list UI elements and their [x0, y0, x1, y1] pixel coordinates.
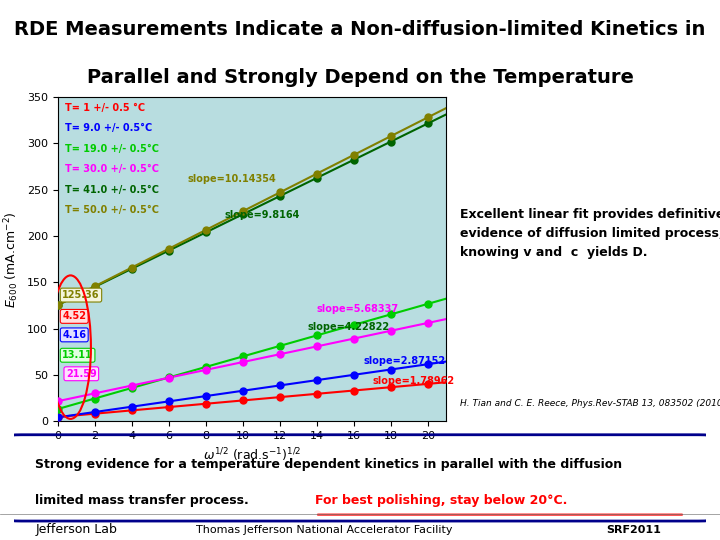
Text: slope=9.8164: slope=9.8164: [224, 210, 300, 220]
Text: RDE Measurements Indicate a Non-diffusion-limited Kinetics in: RDE Measurements Indicate a Non-diffusio…: [14, 19, 706, 39]
Text: Excellent linear fit provides definitive
evidence of diffusion limited process,
: Excellent linear fit provides definitive…: [460, 208, 720, 259]
Text: T= 1 +/- 0.5 °C: T= 1 +/- 0.5 °C: [65, 103, 145, 113]
Text: 21.59: 21.59: [66, 369, 96, 379]
Text: slope=4.22822: slope=4.22822: [307, 322, 390, 333]
Y-axis label: $E_{600}$ (mA.cm$^{-2}$): $E_{600}$ (mA.cm$^{-2}$): [2, 211, 21, 308]
Text: Strong evidence for a temperature dependent kinetics in parallel with the diffus: Strong evidence for a temperature depend…: [35, 457, 622, 471]
Text: 125.36: 125.36: [62, 290, 100, 300]
Text: 4.52: 4.52: [62, 312, 86, 321]
Text: slope=5.68337: slope=5.68337: [317, 304, 399, 314]
Text: limited mass transfer process.: limited mass transfer process.: [35, 494, 258, 508]
Text: slope=2.87152: slope=2.87152: [363, 356, 445, 366]
Text: T= 30.0 +/- 0.5°C: T= 30.0 +/- 0.5°C: [65, 164, 159, 174]
Text: T= 9.0 +/- 0.5°C: T= 9.0 +/- 0.5°C: [65, 124, 152, 133]
Text: T= 41.0 +/- 0.5°C: T= 41.0 +/- 0.5°C: [65, 185, 159, 194]
Text: slope=10.14354: slope=10.14354: [187, 174, 276, 184]
Text: For best polishing, stay below 20°C.: For best polishing, stay below 20°C.: [315, 494, 567, 508]
Text: 13.11: 13.11: [62, 350, 93, 360]
Text: SRF2011: SRF2011: [606, 524, 661, 535]
Text: T= 19.0 +/- 0.5°C: T= 19.0 +/- 0.5°C: [65, 144, 159, 154]
Text: Thomas Jefferson National Accelerator Facility: Thomas Jefferson National Accelerator Fa…: [196, 524, 452, 535]
X-axis label: $\omega^{1/2}$ (rad.s$^{-1}$)$^{1/2}$: $\omega^{1/2}$ (rad.s$^{-1}$)$^{1/2}$: [203, 447, 301, 464]
Text: Parallel and Strongly Depend on the Temperature: Parallel and Strongly Depend on the Temp…: [86, 68, 634, 87]
Text: H. Tian and C. E. Reece, Phys.Rev-STAB 13, 083502 (2010).: H. Tian and C. E. Reece, Phys.Rev-STAB 1…: [460, 399, 720, 408]
Text: slope=1.78962: slope=1.78962: [372, 376, 454, 386]
Text: 4.16: 4.16: [62, 330, 86, 340]
Text: Jefferson Lab: Jefferson Lab: [36, 523, 118, 536]
Text: T= 50.0 +/- 0.5°C: T= 50.0 +/- 0.5°C: [65, 205, 159, 215]
